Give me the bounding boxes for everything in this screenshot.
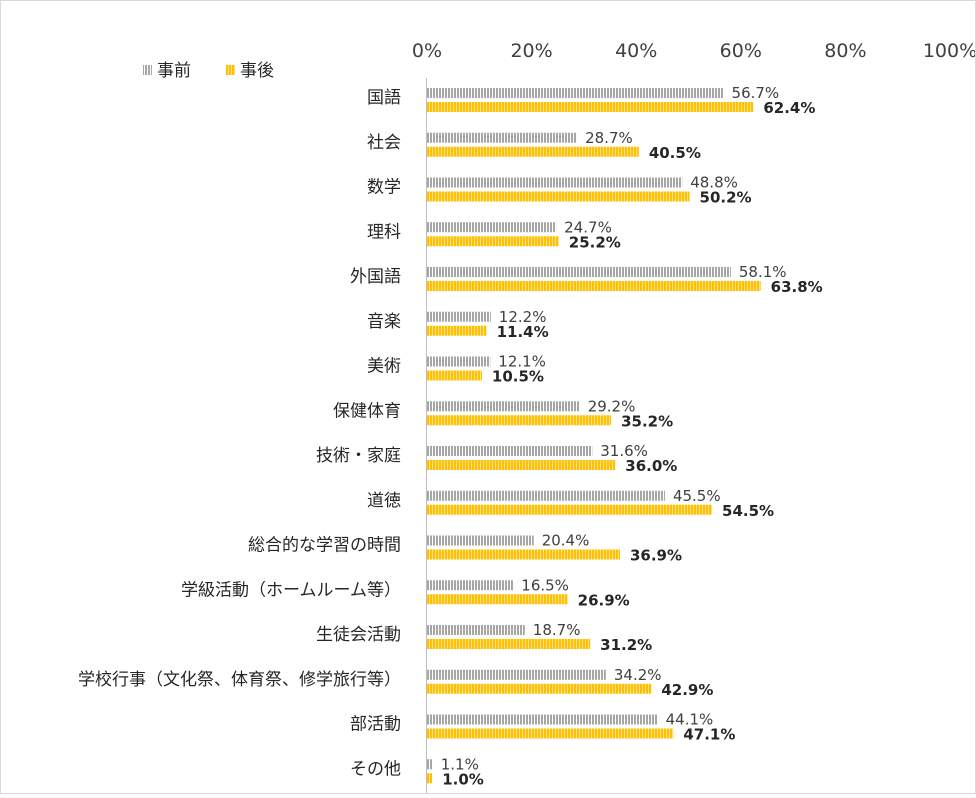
data-label-pre: 31.6% bbox=[600, 442, 648, 460]
data-label-pre: 44.1% bbox=[666, 711, 714, 729]
bar-post bbox=[427, 415, 612, 426]
bar-post bbox=[427, 504, 713, 515]
x-axis-ticks: 0% 20% 40% 60% 80% 100% bbox=[412, 40, 976, 62]
legend-label-post: 事後 bbox=[240, 61, 274, 81]
bar-post bbox=[427, 191, 690, 202]
data-label-pre: 12.1% bbox=[498, 353, 546, 371]
bar-post bbox=[427, 728, 674, 739]
bar-pre bbox=[427, 311, 491, 322]
data-label-post: 50.2% bbox=[700, 189, 752, 207]
bar-pre bbox=[427, 535, 534, 546]
bar-post bbox=[427, 639, 591, 649]
data-label-post: 36.9% bbox=[630, 547, 682, 565]
bar-post bbox=[427, 773, 433, 784]
category-label: 道徳 bbox=[367, 491, 401, 511]
data-label-post: 11.4% bbox=[497, 323, 549, 341]
legend-swatch-post bbox=[226, 65, 235, 75]
category-labels: 国語社会数学理科外国語音楽美術保健体育技術・家庭道徳総合的な学習の時間学級活動（… bbox=[78, 88, 401, 779]
category-label: 音楽 bbox=[367, 312, 401, 332]
data-label-pre: 58.1% bbox=[739, 263, 787, 281]
data-label-pre: 12.2% bbox=[499, 308, 547, 326]
category-label: 学級活動（ホームルーム等） bbox=[181, 580, 401, 600]
legend: 事前 事後 bbox=[143, 61, 274, 81]
data-label-post: 54.5% bbox=[722, 502, 774, 520]
bar-pre bbox=[427, 177, 683, 188]
data-label-pre: 16.5% bbox=[521, 576, 569, 594]
data-label-post: 25.2% bbox=[569, 233, 621, 251]
bar-pre bbox=[427, 356, 491, 367]
bar-post bbox=[427, 594, 568, 605]
bar-post bbox=[427, 460, 616, 470]
data-label-post: 62.4% bbox=[763, 99, 815, 117]
bar-post bbox=[427, 325, 487, 336]
category-label: 国語 bbox=[367, 88, 401, 108]
data-label-post: 1.0% bbox=[442, 770, 484, 788]
bar-post bbox=[427, 549, 620, 560]
data-label-post: 36.0% bbox=[625, 457, 677, 475]
x-tick-label: 0% bbox=[412, 40, 442, 62]
data-label-post: 35.2% bbox=[621, 412, 673, 430]
x-tick-label: 40% bbox=[615, 40, 657, 62]
category-label: 生徒会活動 bbox=[316, 625, 401, 645]
data-label-pre: 1.1% bbox=[441, 755, 479, 773]
bar-post bbox=[427, 281, 761, 291]
bar-post bbox=[427, 236, 559, 247]
bar-pre bbox=[427, 490, 665, 501]
data-label-pre: 18.7% bbox=[533, 621, 581, 639]
category-label: 学校行事（文化祭、体育祭、修学旅行等） bbox=[78, 670, 401, 690]
bar-pre bbox=[427, 132, 578, 143]
bar-pre bbox=[427, 759, 433, 770]
data-label-post: 10.5% bbox=[492, 368, 544, 386]
data-label-pre: 34.2% bbox=[614, 666, 662, 684]
data-labels: 56.7% 28.7% 48.8% 24.7% 58.1% 12.2% 12.1% 29.2%… bbox=[441, 84, 823, 788]
bar-pre bbox=[427, 446, 593, 456]
bar-pre bbox=[427, 401, 580, 412]
category-label: 総合的な学習の時間 bbox=[248, 536, 401, 556]
x-tick-label: 60% bbox=[720, 40, 762, 62]
x-tick-label: 20% bbox=[510, 40, 552, 62]
bar-post bbox=[427, 102, 754, 112]
bar-pre bbox=[427, 88, 724, 98]
data-label-post: 63.8% bbox=[771, 278, 823, 296]
data-label-pre: 20.4% bbox=[542, 532, 590, 550]
data-label-post: 42.9% bbox=[661, 681, 713, 699]
bar-pre bbox=[427, 625, 525, 635]
category-label: 社会 bbox=[367, 133, 401, 153]
category-label: 技術・家庭 bbox=[316, 446, 401, 466]
bar-pre bbox=[427, 580, 514, 591]
data-label-pre: 24.7% bbox=[564, 218, 612, 236]
data-label-post: 31.2% bbox=[600, 636, 652, 654]
data-label-post: 26.9% bbox=[578, 591, 630, 609]
bar-pre bbox=[427, 669, 606, 680]
category-label: 外国語 bbox=[350, 267, 401, 287]
bar-post bbox=[427, 370, 482, 381]
x-tick-label: 80% bbox=[824, 40, 866, 62]
bar-pre bbox=[427, 714, 658, 725]
data-label-pre: 45.5% bbox=[673, 487, 721, 505]
category-label: その他 bbox=[350, 759, 401, 779]
data-label-pre: 48.8% bbox=[690, 174, 738, 192]
data-label-pre: 56.7% bbox=[732, 84, 780, 102]
data-label-post: 47.1% bbox=[683, 726, 735, 744]
bars bbox=[427, 88, 761, 784]
bar-post bbox=[427, 146, 639, 157]
category-label: 数学 bbox=[367, 178, 401, 198]
legend-swatch-pre bbox=[143, 65, 152, 75]
data-label-pre: 29.2% bbox=[588, 397, 636, 415]
category-label: 保健体育 bbox=[333, 401, 401, 421]
x-tick-label: 100% bbox=[923, 40, 975, 62]
legend-label-pre: 事前 bbox=[157, 61, 191, 81]
data-label-pre: 28.7% bbox=[585, 129, 633, 147]
bar-post bbox=[427, 683, 652, 694]
bar-pre bbox=[427, 222, 557, 233]
category-label: 美術 bbox=[367, 357, 401, 377]
data-label-post: 40.5% bbox=[649, 144, 701, 162]
bar-pre bbox=[427, 267, 731, 277]
category-label: 理科 bbox=[367, 222, 401, 242]
category-label: 部活動 bbox=[350, 715, 401, 735]
